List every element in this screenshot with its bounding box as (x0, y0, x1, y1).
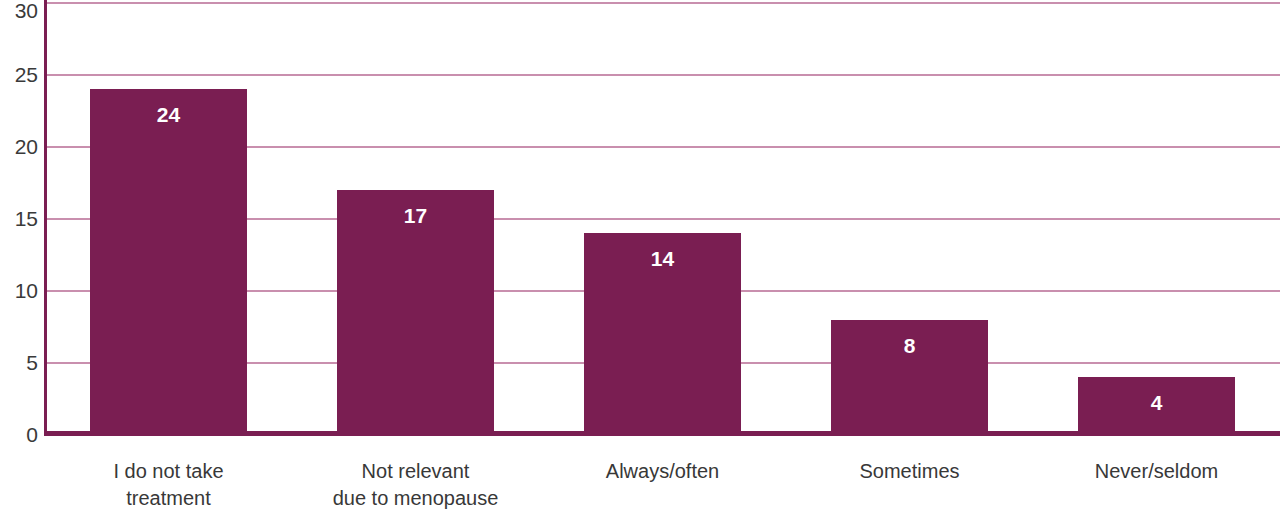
bar: 17 (337, 190, 494, 435)
bar-value-label: 4 (1078, 377, 1235, 415)
bar-value-label: 24 (90, 89, 247, 127)
y-tick-label: 5 (0, 352, 38, 374)
y-axis-line (44, 0, 47, 436)
bar-value-label: 17 (337, 190, 494, 228)
x-tick-label: Never/seldom (1033, 458, 1280, 485)
bar-value-label: 14 (584, 233, 741, 271)
bar-value-label: 8 (831, 320, 988, 358)
y-tick-label: 15 (0, 208, 38, 230)
y-tick-label: 10 (0, 280, 38, 302)
y-tick-label: 0 (0, 424, 38, 446)
y-tick-label: 25 (0, 64, 38, 86)
bar: 4 (1078, 377, 1235, 435)
y-tick-label: 20 (0, 136, 38, 158)
x-tick-label: Always/often (539, 458, 786, 485)
gridline (45, 74, 1280, 76)
x-tick-label: Sometimes (786, 458, 1033, 485)
bar-chart: 0 5 10 15 20 25 30 24 17 14 8 4 I do not take trea… (0, 0, 1280, 510)
y-tick-label: 30 (0, 0, 38, 22)
bar: 14 (584, 233, 741, 435)
x-tick-label: I do not take treatment (45, 458, 292, 510)
bar: 8 (831, 320, 988, 435)
gridline (45, 2, 1280, 4)
x-axis-line (44, 431, 1280, 436)
x-tick-label: Not relevant due to menopause (292, 458, 539, 510)
bar: 24 (90, 89, 247, 435)
